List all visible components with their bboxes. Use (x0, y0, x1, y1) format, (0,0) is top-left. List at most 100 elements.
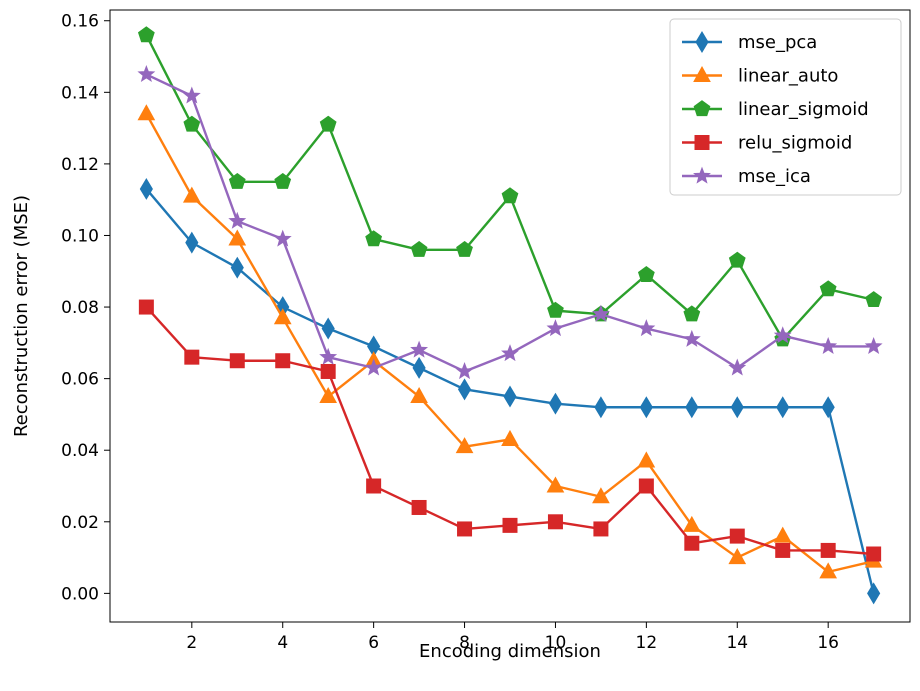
data-point-linear_auto-3 (228, 229, 247, 246)
data-point-relu_sigmoid-10 (547, 514, 563, 530)
series-linear_sigmoid (137, 26, 883, 347)
data-point-mse_pca-11 (594, 396, 608, 419)
data-point-linear_auto-9 (501, 429, 519, 446)
data-point-linear_auto-10 (546, 476, 565, 493)
data-point-relu_sigmoid-13 (684, 535, 700, 551)
y-axis-label: Reconstruction error (MSE) (11, 195, 32, 437)
x-tick-label: 14 (726, 633, 748, 653)
data-point-mse_pca-3 (230, 256, 244, 279)
data-point-mse_pca-10 (548, 392, 563, 415)
y-tick-label: 0.06 (61, 370, 99, 390)
data-point-relu_sigmoid-4 (275, 353, 291, 369)
legend-marker-relu_sigmoid (694, 135, 710, 150)
data-point-mse_pca-16 (821, 396, 835, 419)
data-point-mse_ica-5 (319, 347, 338, 365)
data-point-relu_sigmoid-9 (502, 517, 518, 533)
data-point-mse_ica-6 (364, 358, 383, 376)
legend-item-relu_sigmoid: relu_sigmoid (682, 133, 852, 154)
legend: mse_pca linear_auto linear_sigmoid relu_sig… (669, 18, 902, 196)
x-tick-label: 16 (817, 633, 839, 653)
legend-box (669, 18, 902, 196)
data-point-linear_sigmoid-12 (637, 266, 655, 282)
data-point-linear_sigmoid-4 (274, 172, 292, 189)
data-point-mse_ica-14 (728, 358, 747, 376)
plot-frame (109, 9, 911, 623)
data-point-linear_auto-12 (637, 451, 656, 468)
data-point-linear_sigmoid-13 (683, 305, 701, 322)
data-point-linear_auto-14 (728, 548, 747, 565)
data-point-mse_ica-4 (273, 229, 292, 247)
data-point-linear_auto-1 (137, 104, 156, 121)
series-mse_pca (139, 177, 881, 605)
data-point-mse_pca-9 (503, 385, 517, 408)
legend-label: mse_pca (738, 32, 817, 53)
y-tick-label: 0.16 (61, 12, 99, 32)
data-point-relu_sigmoid-11 (593, 521, 609, 537)
data-point-linear_sigmoid-8 (456, 240, 473, 257)
data-point-linear_auto-8 (455, 437, 474, 454)
legend-item-mse_pca: mse_pca (682, 31, 817, 53)
data-point-linear_auto-7 (410, 386, 428, 404)
y-tick-label: 0.00 (61, 584, 99, 604)
data-point-relu_sigmoid-2 (184, 349, 200, 365)
x-tick-label: 8 (459, 633, 470, 653)
data-point-mse_ica-12 (637, 319, 656, 337)
axes-layer: 2 4 6 8 10 12 14 16 0.00 0.02 0.04 0.06 0.08 0.10 0.12… (11, 9, 911, 662)
data-point-relu_sigmoid-12 (638, 478, 654, 494)
series-layer (137, 26, 883, 605)
data-point-linear_auto-16 (819, 562, 838, 579)
data-point-relu_sigmoid-8 (457, 521, 473, 537)
data-point-mse_ica-1 (137, 65, 156, 83)
y-tick-label: 0.12 (61, 155, 99, 175)
legend-label: linear_sigmoid (738, 99, 869, 120)
data-point-mse_ica-17 (864, 337, 883, 355)
data-point-mse_ica-7 (410, 340, 429, 358)
data-point-mse_pca-17 (867, 582, 881, 605)
data-point-linear_sigmoid-9 (501, 187, 519, 204)
data-point-linear_sigmoid-1 (137, 26, 155, 43)
y-tick-label: 0.04 (61, 441, 99, 461)
data-point-relu_sigmoid-3 (229, 353, 245, 369)
series-mse_ica (137, 65, 883, 380)
data-point-linear_auto-13 (682, 515, 701, 532)
data-point-relu_sigmoid-17 (866, 546, 882, 562)
data-point-relu_sigmoid-5 (320, 363, 336, 379)
data-point-mse_ica-2 (182, 86, 201, 104)
data-point-mse_ica-3 (228, 211, 247, 229)
data-point-mse_pca-13 (685, 396, 699, 419)
data-point-relu_sigmoid-14 (729, 528, 745, 544)
legend-marker-mse_pca (695, 31, 709, 53)
data-point-linear_sigmoid-17 (865, 291, 883, 308)
data-point-mse_pca-14 (730, 396, 744, 419)
data-point-mse_ica-10 (546, 319, 565, 337)
data-point-mse_pca-15 (776, 396, 790, 419)
data-point-linear_sigmoid-2 (183, 115, 201, 132)
x-tick-label: 2 (186, 633, 197, 653)
data-point-linear_auto-2 (182, 186, 201, 203)
y-tick-label: 0.02 (61, 513, 99, 533)
legend-label: mse_ica (738, 166, 811, 187)
data-point-relu_sigmoid-1 (138, 299, 154, 315)
data-point-linear_auto-15 (773, 526, 792, 543)
legend-marker-linear_auto (693, 65, 711, 82)
data-point-mse_ica-13 (682, 329, 701, 347)
data-point-relu_sigmoid-6 (366, 478, 382, 494)
data-point-linear_sigmoid-10 (547, 301, 564, 318)
legend-item-linear_sigmoid: linear_sigmoid (682, 99, 869, 120)
legend-item-linear_auto: linear_auto (682, 66, 838, 87)
data-point-linear_sigmoid-5 (319, 115, 337, 132)
data-point-mse_pca-7 (412, 356, 426, 379)
legend-marker-mse_ica (693, 166, 711, 184)
legend-label: relu_sigmoid (738, 133, 852, 154)
data-point-mse_pca-8 (457, 378, 472, 401)
data-point-linear_sigmoid-3 (228, 172, 246, 189)
data-point-linear_sigmoid-16 (819, 280, 837, 297)
data-point-linear_auto-4 (273, 308, 292, 325)
data-point-relu_sigmoid-15 (775, 542, 791, 558)
data-point-mse_pca-12 (639, 396, 653, 419)
series-linear_auto (137, 104, 883, 579)
data-point-relu_sigmoid-7 (411, 499, 427, 515)
data-point-linear_sigmoid-7 (410, 240, 428, 257)
x-tick-label: 12 (636, 633, 658, 653)
